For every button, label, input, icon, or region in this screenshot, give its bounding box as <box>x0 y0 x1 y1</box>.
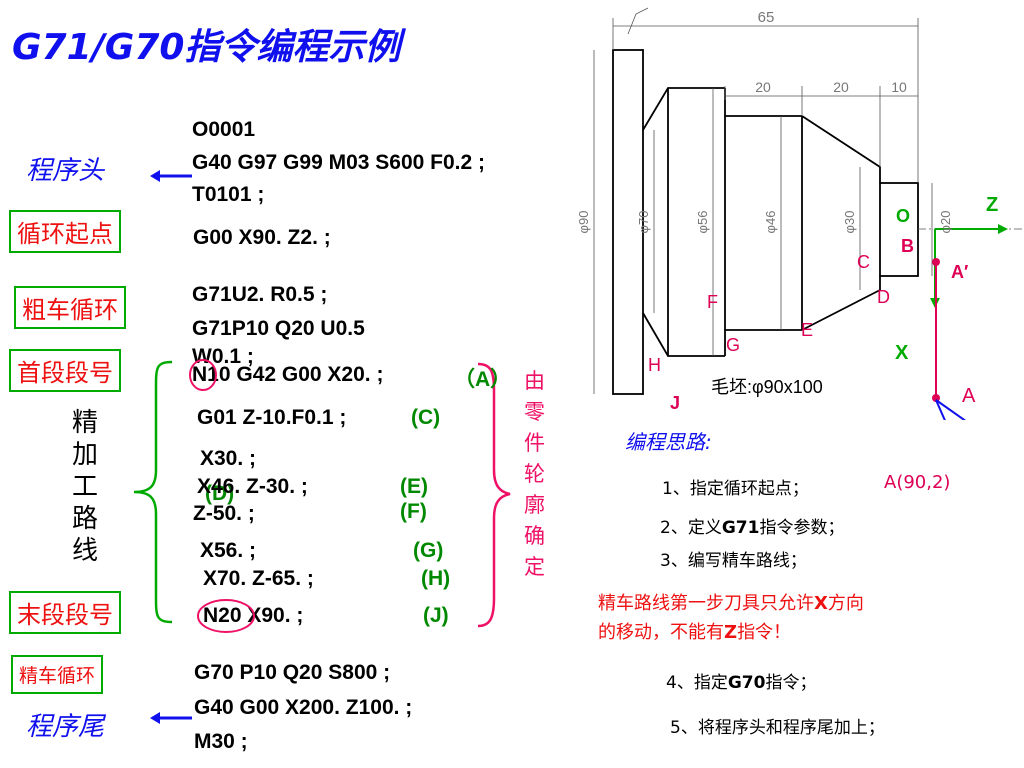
point-e: E <box>801 320 813 340</box>
dia-20: φ20 <box>938 211 953 234</box>
plan-note-line-1: 精车路线第一步刀具只允许X方向 <box>598 593 864 614</box>
point-h: H <box>648 355 661 375</box>
program-tail-arrow <box>150 712 192 724</box>
point-a: A <box>962 385 976 407</box>
dim-20b: 20 <box>833 79 849 95</box>
plan-note-line-2: 的移动，不能有Z指令！ <box>598 622 792 643</box>
point-a-prime: A′ <box>951 262 968 282</box>
code-line-11-tag: (E) <box>400 475 428 498</box>
last-seq-label: 末段段号 <box>9 591 121 634</box>
axis-z-label: Z <box>986 194 998 216</box>
page-title: G71/G70指令编程示例 <box>12 27 401 68</box>
n20-circle <box>197 599 255 633</box>
code-line-15-tag: (J) <box>423 604 449 627</box>
point-o: O <box>896 206 910 226</box>
code-line-8: N10 G42 G00 X20. ; <box>192 363 384 386</box>
part-drawing: 65 20 20 10 φ90 φ70 φ56 φ46 φ30 φ20 O B … <box>576 7 1022 420</box>
finish-path-brace <box>133 360 173 624</box>
plan-step-1-value: A(90,2) <box>884 472 951 493</box>
plan-step-2: 2、定义G71指令参数； <box>660 518 845 538</box>
plan-step-5: 5、将程序头和程序尾加上； <box>670 718 885 738</box>
program-head-arrow <box>150 170 192 182</box>
code-line-14: X70. Z-65. ; <box>203 567 314 590</box>
point-g: G <box>726 335 740 355</box>
by-contour-label: 由零件轮廓确定 <box>524 369 545 579</box>
first-seq-label: 首段段号 <box>9 349 121 392</box>
code-line-17: G40 G00 X200. Z100. ; <box>194 696 413 719</box>
blank-size: 毛坯:φ90x100 <box>711 377 823 397</box>
point-j: J <box>670 393 680 413</box>
dim-20a: 20 <box>755 79 771 95</box>
code-line-3: T0101 ; <box>192 183 265 206</box>
code-line-16: G70 P10 Q20 S800 ; <box>194 661 391 684</box>
program-tail-label: 程序尾 <box>26 712 105 742</box>
code-line-8-tag: （A） <box>454 368 512 391</box>
code-line-13: X56. ; <box>200 539 257 562</box>
point-f: F <box>707 292 718 312</box>
plan-step-3: 3、编写精车路线； <box>660 551 807 571</box>
plan-step-1: 1、指定循环起点； <box>662 479 809 499</box>
code-line-9-tag: (C) <box>411 406 441 429</box>
dia-46: φ46 <box>763 211 778 234</box>
contour-brace <box>477 362 511 628</box>
dim-10: 10 <box>891 79 907 95</box>
dim-total: 65 <box>758 9 775 26</box>
axis-x-label: X <box>895 342 909 364</box>
finish-cycle-label: 精车循环 <box>11 655 104 694</box>
code-line-4: G00 X90. Z2. ; <box>193 226 331 249</box>
dia-56: φ56 <box>695 211 710 234</box>
dia-30: φ30 <box>842 211 857 234</box>
code-line-14-tag: (H) <box>421 567 451 590</box>
code-line-9: G01 Z-10.F0.1 ; <box>197 406 347 429</box>
code-line-11: X46. Z-30. ; <box>197 475 308 498</box>
code-line-10-tag: (D) <box>205 482 235 505</box>
code-line-12-tag: (F) <box>400 500 427 523</box>
point-c: C <box>857 252 870 272</box>
cycle-start-label: 循环起点 <box>9 210 121 253</box>
code-line-10: X30. ; <box>200 447 257 470</box>
code-line-5: G71U2. R0.5 ; <box>192 283 328 306</box>
program-head-label: 程序头 <box>26 156 105 186</box>
code-line-12: Z-50. ; <box>193 502 255 525</box>
code-line-2: G40 G97 G99 M03 S600 F0.2 ; <box>192 151 485 174</box>
code-line-7: W0.1 ; <box>192 345 254 368</box>
plan-step-4: 4、指定G70指令； <box>666 673 817 693</box>
plan-title: 编程思路: <box>625 430 712 454</box>
code-line-18: M30 ; <box>194 730 248 753</box>
dia-90: φ90 <box>576 211 591 234</box>
dia-70: φ70 <box>636 211 651 234</box>
point-d: D <box>877 287 890 307</box>
code-line-1: O0001 <box>192 118 256 141</box>
code-line-13-tag: (G) <box>413 539 444 562</box>
finish-path-label: 精加工路线 <box>72 408 99 566</box>
point-b: B <box>901 236 914 256</box>
code-line-6: G71P10 Q20 U0.5 <box>192 317 365 340</box>
rough-cycle-label: 粗车循环 <box>14 286 126 329</box>
n10-circle <box>189 359 217 391</box>
